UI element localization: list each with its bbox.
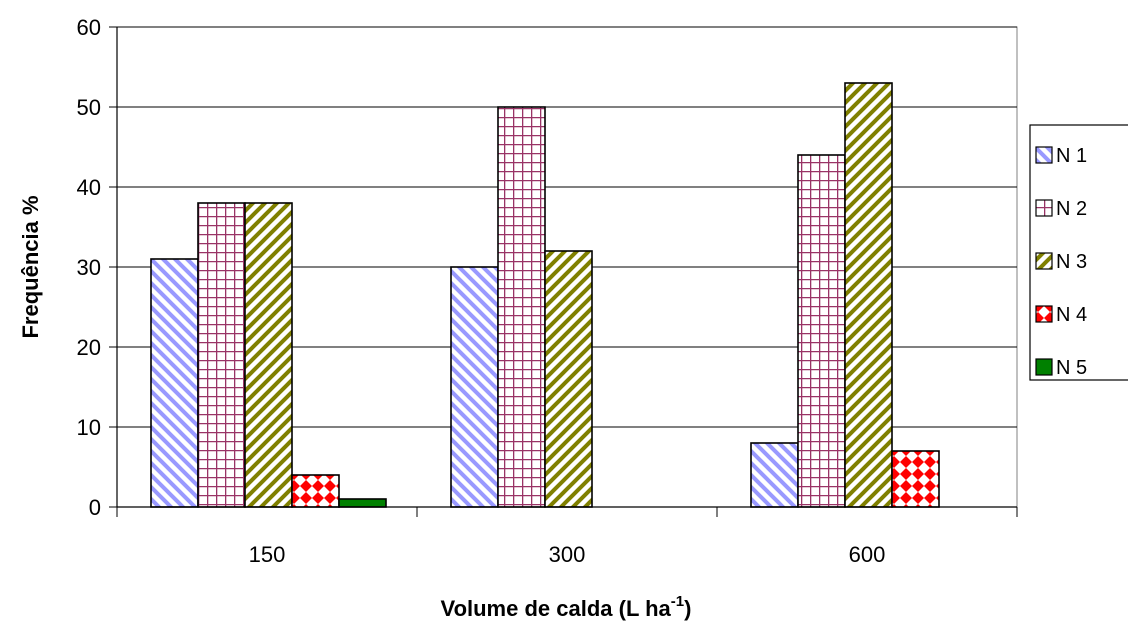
bar-n4-150	[291, 474, 340, 508]
legend-swatch	[1035, 358, 1053, 376]
legend-label: N 5	[1056, 357, 1087, 379]
bar-n2-150	[197, 202, 246, 508]
legend: N 1 N 2 N 3 N 4 N 5	[1029, 124, 1128, 381]
y-tick-labels: 0 10 20 30 40 50 60	[77, 15, 101, 520]
bar-n3-600	[844, 82, 893, 508]
bar-n1-300	[450, 266, 499, 508]
legend-swatch	[1035, 305, 1053, 323]
bar-n3-300	[544, 250, 593, 508]
y-tick-label: 60	[77, 15, 101, 40]
axes	[109, 26, 1018, 517]
bars	[150, 82, 940, 508]
x-axis-title-main: Volume de calda (L ha	[441, 596, 672, 621]
bar-n2-600	[797, 154, 846, 508]
bar-n2-300	[497, 106, 546, 508]
y-tick-label: 30	[77, 255, 101, 280]
legend-label: N 1	[1056, 145, 1087, 167]
bar-n4-600	[891, 450, 940, 508]
legend-label: N 4	[1056, 304, 1087, 326]
legend-label: N 2	[1056, 198, 1087, 220]
x-tick-label: 150	[249, 542, 286, 567]
legend-swatch	[1035, 199, 1053, 217]
x-axis-title-suffix: )	[684, 596, 691, 621]
y-tick-label: 0	[89, 495, 101, 520]
y-tick-label: 50	[77, 95, 101, 120]
bar-n5-150	[338, 498, 387, 508]
y-tick-label: 20	[77, 335, 101, 360]
legend-swatch	[1035, 252, 1053, 270]
x-tick-label: 600	[849, 542, 886, 567]
x-axis-title: Volume de calda (L ha-1)	[441, 593, 692, 621]
y-axis-title: Frequência %	[18, 195, 43, 338]
x-tick-label: 300	[549, 542, 586, 567]
y-tick-label: 10	[77, 415, 101, 440]
x-tick-labels: 150 300 600	[249, 542, 886, 567]
x-axis-title-superscript: -1	[671, 593, 684, 610]
bar-n1-600	[750, 442, 799, 508]
bar-n3-150	[244, 202, 293, 508]
legend-swatch	[1035, 146, 1053, 164]
y-tick-label: 40	[77, 175, 101, 200]
legend-label: N 3	[1056, 251, 1087, 273]
bar-n1-150	[150, 258, 199, 508]
